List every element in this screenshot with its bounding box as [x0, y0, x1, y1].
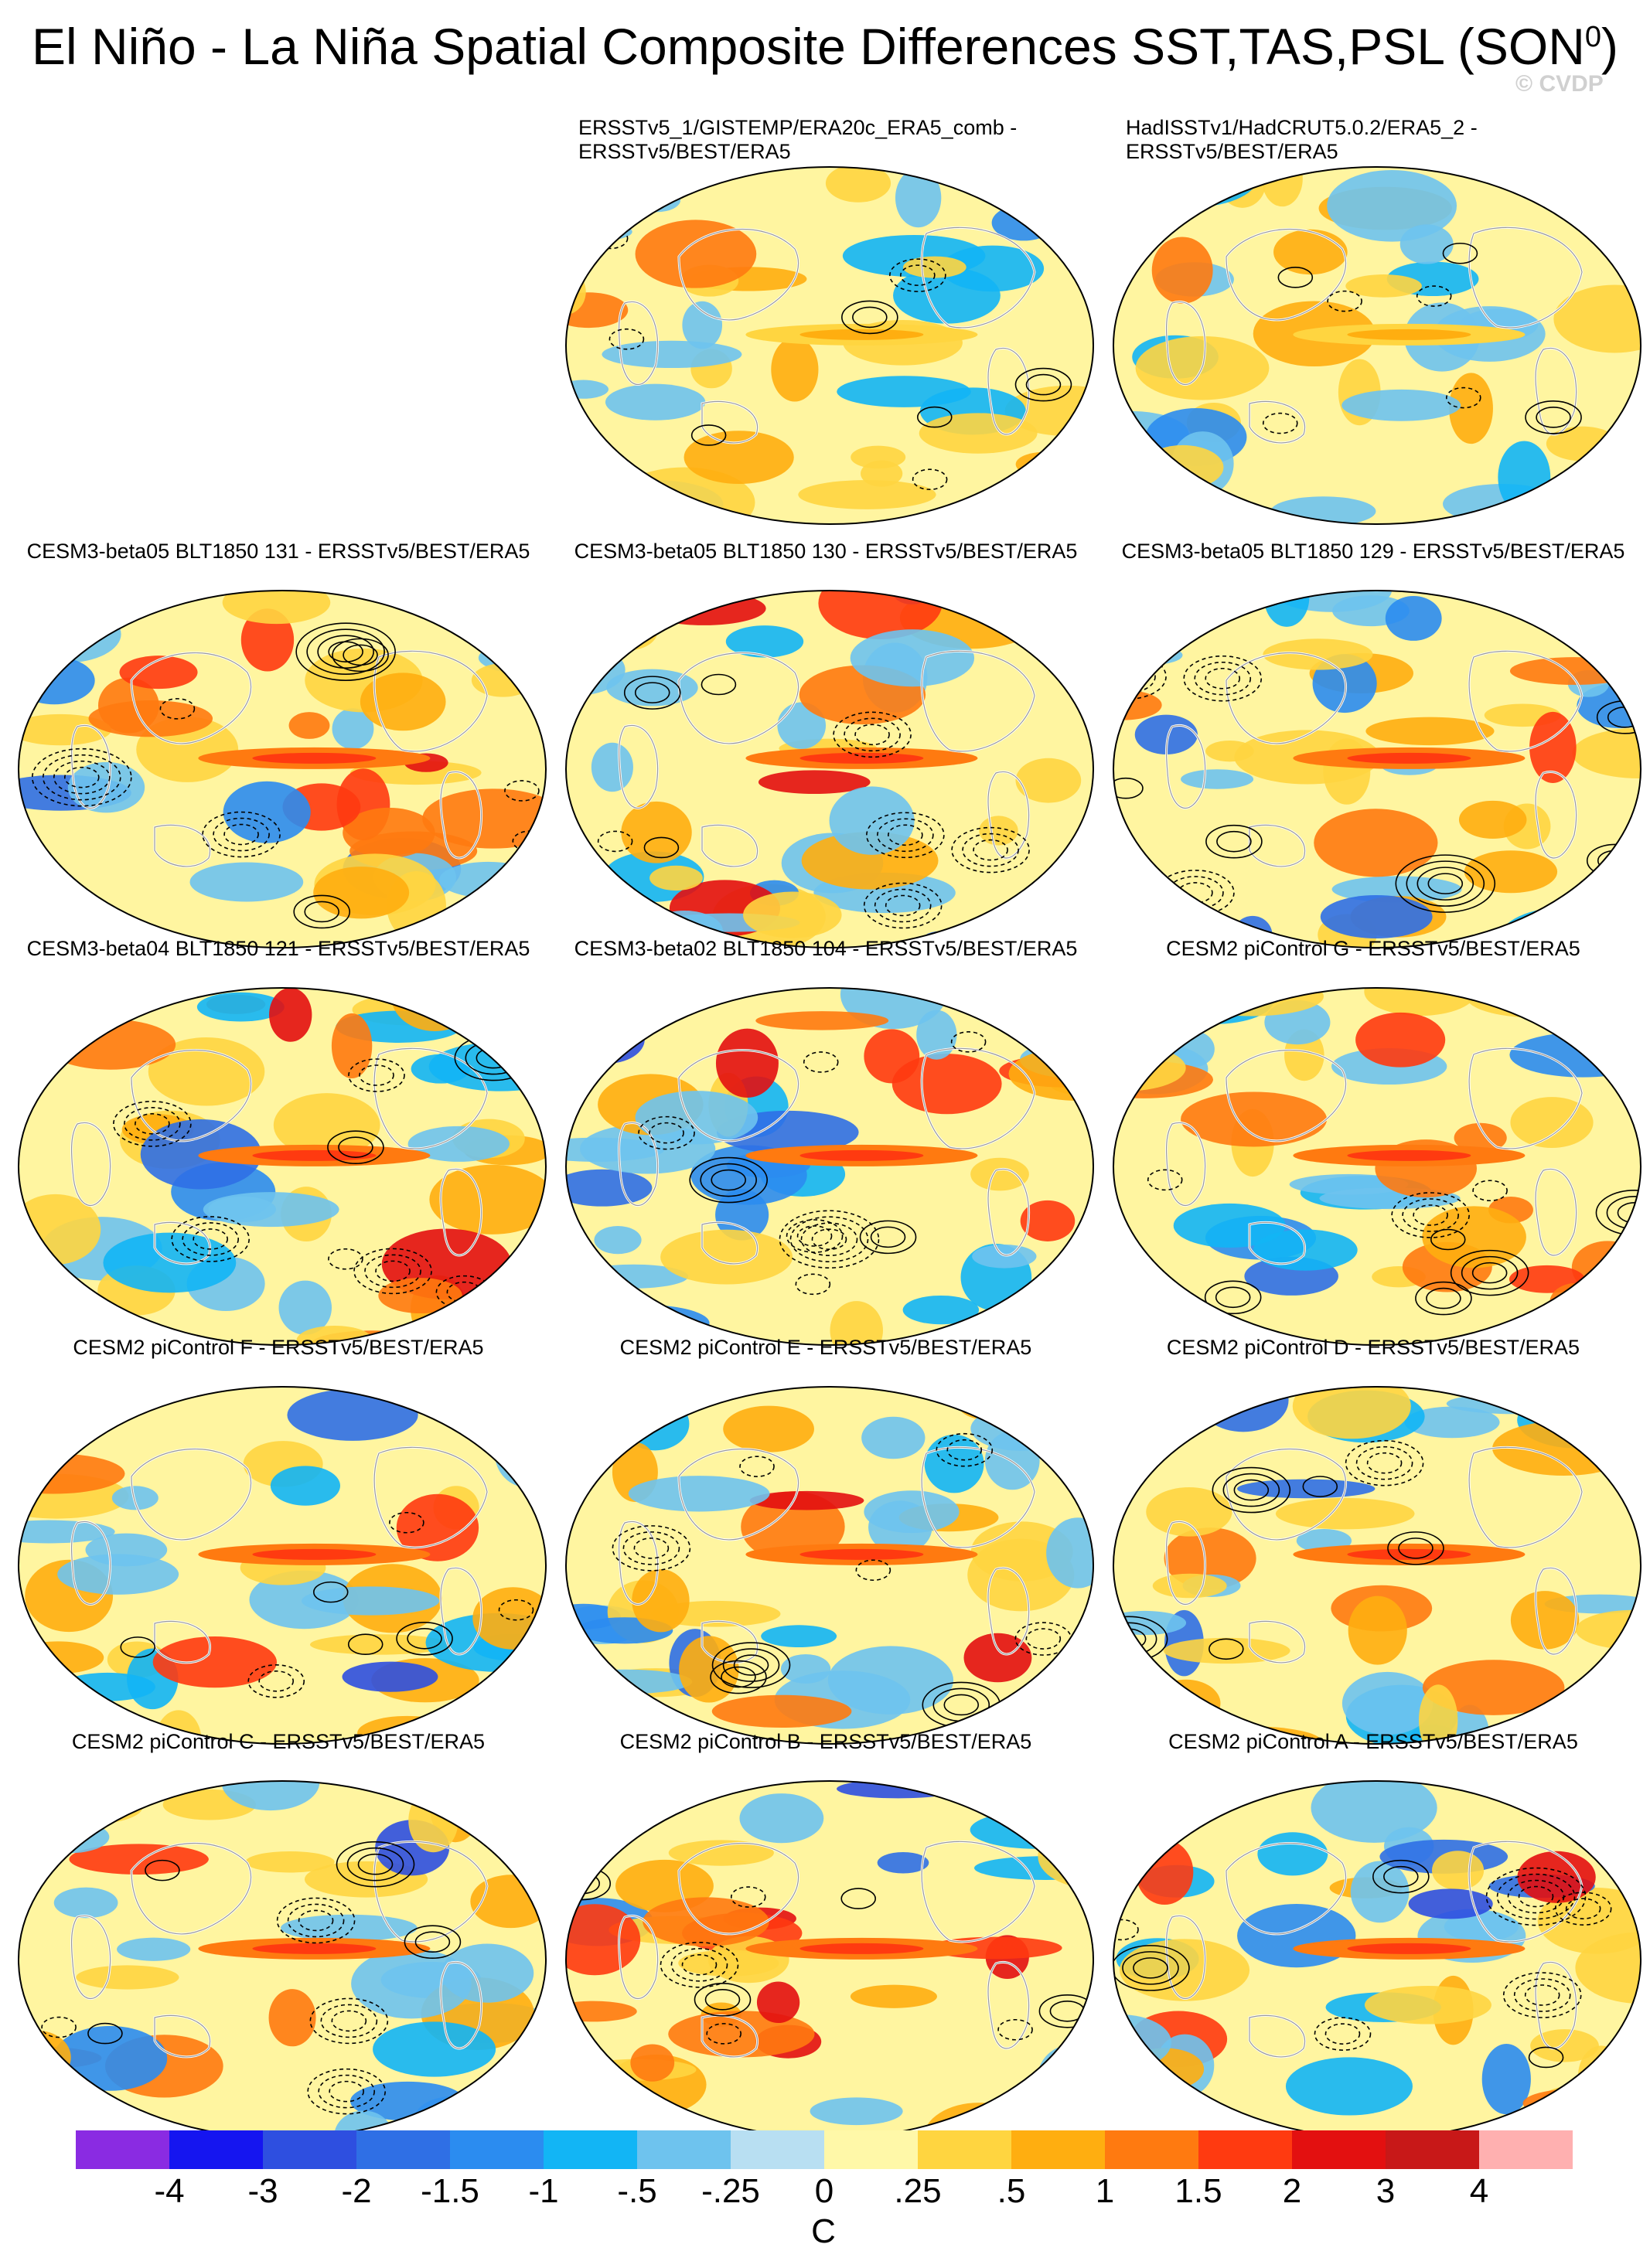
world-map	[565, 1386, 1094, 1745]
world-map	[565, 166, 1094, 525]
map-panel: CESM2 piControl G - ERSSTv5/BEST/ERA5	[1103, 937, 1644, 1346]
panel-title: CESM3-beta05 BLT1850 131 - ERSSTv5/BEST/…	[0, 540, 561, 564]
map-panel: ERSSTv5_1/GISTEMP/ERA20c_ERA5_comb - ERSS…	[555, 116, 1096, 525]
colorbar-tick-label: 2	[1282, 2172, 1302, 2210]
colorbar-segment	[1386, 2130, 1479, 2169]
panel-title-line: CESM2 piControl B - ERSSTv5/BEST/ERA5	[619, 1730, 1032, 1753]
panel-title-line: CESM2 piControl E - ERSSTv5/BEST/ERA5	[619, 1336, 1032, 1359]
world-map	[1113, 1780, 1641, 2139]
map-panel: CESM3-beta05 BLT1850 131 - ERSSTv5/BEST/…	[8, 540, 549, 948]
colorbar-units: C	[811, 2212, 836, 2250]
page-title: El Niño - La Niña Spatial Composite Diff…	[0, 17, 1650, 76]
panel-title-line: CESM3-beta05 BLT1850 131 - ERSSTv5/BEST/…	[26, 540, 530, 563]
map-panel: CESM2 piControl B - ERSSTv5/BEST/ERA5	[555, 1730, 1096, 2139]
panel-title: CESM3-beta04 BLT1850 121 - ERSSTv5/BEST/…	[0, 937, 561, 961]
panel-title: CESM2 piControl F - ERSSTv5/BEST/ERA5	[0, 1336, 561, 1360]
panel-title: CESM2 piControl B - ERSSTv5/BEST/ERA5	[544, 1730, 1108, 1754]
colorbar-tick-label: 4	[1469, 2172, 1489, 2210]
colorbar-tick-label: -4	[154, 2172, 185, 2210]
watermark: © CVDP	[1515, 71, 1604, 97]
panel-title-line: CESM3-beta05 BLT1850 129 - ERSSTv5/BEST/…	[1121, 540, 1625, 563]
colorbar-segment	[76, 2130, 169, 2169]
colorbar-tick-label: -3	[247, 2172, 278, 2210]
map-panel: CESM3-beta04 BLT1850 121 - ERSSTv5/BEST/…	[8, 937, 549, 1346]
world-map	[1113, 987, 1641, 1346]
panel-title: CESM2 piControl C - ERSSTv5/BEST/ERA5	[0, 1730, 561, 1754]
colorbar	[76, 2130, 1573, 2169]
map-panel: CESM2 piControl C - ERSSTv5/BEST/ERA5	[8, 1730, 549, 2139]
panel-title: CESM3-beta02 BLT1850 104 - ERSSTv5/BEST/…	[544, 937, 1108, 961]
map-panel: CESM2 piControl E - ERSSTv5/BEST/ERA5	[555, 1336, 1096, 1745]
world-map	[1113, 166, 1641, 525]
colorbar-segment	[1479, 2130, 1573, 2169]
colorbar-segment	[544, 2130, 637, 2169]
panel-title-line: ERSSTv5/BEST/ERA5	[578, 140, 791, 163]
panel-title: CESM2 piControl E - ERSSTv5/BEST/ERA5	[544, 1336, 1108, 1360]
panel-title: CESM2 piControl A - ERSSTv5/BEST/ERA5	[1091, 1730, 1650, 1754]
colorbar-segment	[450, 2130, 544, 2169]
colorbar-tick-label: 1.5	[1174, 2172, 1222, 2210]
title-superscript: 0	[1584, 21, 1602, 53]
colorbar-tick-label: -.25	[701, 2172, 760, 2210]
colorbar-tick-label: .5	[997, 2172, 1026, 2210]
colorbar-tick-label: -1.5	[421, 2172, 479, 2210]
colorbar-segment	[824, 2130, 918, 2169]
colorbar-tick-label: -2	[341, 2172, 372, 2210]
panel-title: ERSSTv5_1/GISTEMP/ERA20c_ERA5_comb - ERSS…	[578, 116, 1143, 164]
colorbar-segment	[637, 2130, 731, 2169]
panel-title-line: CESM3-beta04 BLT1850 121 - ERSSTv5/BEST/…	[26, 937, 530, 960]
colorbar-segment	[731, 2130, 824, 2169]
colorbar-tick-label: 1	[1095, 2172, 1115, 2210]
world-map	[1113, 1386, 1641, 1745]
title-close: )	[1601, 18, 1619, 75]
world-map	[18, 987, 547, 1346]
panel-title-line: CESM2 piControl F - ERSSTv5/BEST/ERA5	[73, 1336, 484, 1359]
colorbar-segment	[918, 2130, 1011, 2169]
panel-title-line: CESM2 piControl C - ERSSTv5/BEST/ERA5	[71, 1730, 486, 1753]
panel-title: CESM2 piControl D - ERSSTv5/BEST/ERA5	[1091, 1336, 1650, 1360]
world-map	[18, 1386, 547, 1745]
colorbar-segment	[1198, 2130, 1292, 2169]
world-map	[18, 1780, 547, 2139]
panel-title-line: ERSSTv5/BEST/ERA5	[1126, 140, 1338, 163]
colorbar-tick-label: -1	[528, 2172, 559, 2210]
colorbar-tick-label: 3	[1376, 2172, 1396, 2210]
colorbar-tick-label: 0	[814, 2172, 834, 2210]
colorbar-segment	[263, 2130, 356, 2169]
colorbar-segment	[356, 2130, 450, 2169]
title-text: El Niño - La Niña Spatial Composite Diff…	[31, 18, 1585, 75]
panel-title: HadISSTv1/HadCRUT5.0.2/ERA5_2 - ERSSTv5/B…	[1126, 116, 1650, 164]
colorbar-segment	[1292, 2130, 1386, 2169]
panel-title: CESM3-beta05 BLT1850 130 - ERSSTv5/BEST/…	[544, 540, 1108, 564]
world-map	[565, 987, 1094, 1346]
panel-title-line: CESM2 piControl A - ERSSTv5/BEST/ERA5	[1168, 1730, 1578, 1753]
colorbar-segment	[169, 2130, 263, 2169]
world-map	[18, 590, 547, 948]
colorbar-tick-label: -.5	[617, 2172, 657, 2210]
panel-title: CESM2 piControl G - ERSSTv5/BEST/ERA5	[1091, 937, 1650, 961]
panel-title-line: CESM2 piControl D - ERSSTv5/BEST/ERA5	[1166, 1336, 1580, 1359]
panel-title-line: CESM3-beta05 BLT1850 130 - ERSSTv5/BEST/…	[574, 540, 1078, 563]
panel-title-line: ERSSTv5_1/GISTEMP/ERA20c_ERA5_comb -	[578, 116, 1018, 139]
panel-title-line: CESM2 piControl G - ERSSTv5/BEST/ERA5	[1166, 937, 1580, 960]
map-panel: CESM3-beta05 BLT1850 130 - ERSSTv5/BEST/…	[555, 540, 1096, 948]
map-panel: HadISSTv1/HadCRUT5.0.2/ERA5_2 - ERSSTv5/B…	[1103, 116, 1644, 525]
colorbar-segment	[1105, 2130, 1198, 2169]
panel-title-line: CESM3-beta02 BLT1850 104 - ERSSTv5/BEST/…	[574, 937, 1078, 960]
world-map	[565, 1780, 1094, 2139]
map-panel: CESM2 piControl F - ERSSTv5/BEST/ERA5	[8, 1336, 549, 1745]
world-map	[565, 590, 1094, 948]
map-panel: CESM2 piControl A - ERSSTv5/BEST/ERA5	[1103, 1730, 1644, 2139]
world-map	[1113, 590, 1641, 948]
colorbar-tick-label: .25	[894, 2172, 942, 2210]
colorbar-segment	[1011, 2130, 1105, 2169]
panel-title: CESM3-beta05 BLT1850 129 - ERSSTv5/BEST/…	[1091, 540, 1650, 564]
panel-title-line: HadISSTv1/HadCRUT5.0.2/ERA5_2 -	[1126, 116, 1478, 139]
map-panel: CESM3-beta05 BLT1850 129 - ERSSTv5/BEST/…	[1103, 540, 1644, 948]
map-panel: CESM3-beta02 BLT1850 104 - ERSSTv5/BEST/…	[555, 937, 1096, 1346]
map-panel: CESM2 piControl D - ERSSTv5/BEST/ERA5	[1103, 1336, 1644, 1745]
